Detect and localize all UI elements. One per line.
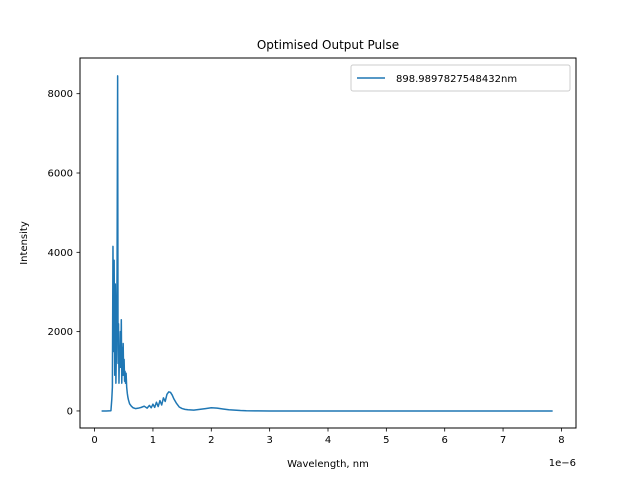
x-tick-label: 7 xyxy=(500,435,506,446)
x-offset-label: 1e−6 xyxy=(549,458,576,469)
y-tick-label: 8000 xyxy=(48,89,73,100)
legend: 898.9897827548432nm xyxy=(350,64,571,92)
x-tick-label: 8 xyxy=(558,435,564,446)
chart-title: Optimised Output Pulse xyxy=(257,38,399,52)
x-tick-label: 2 xyxy=(208,435,214,446)
x-tick-label: 3 xyxy=(266,435,272,446)
y-tick-label: 0 xyxy=(67,406,73,417)
x-tick-label: 4 xyxy=(325,435,331,446)
x-tick-label: 0 xyxy=(91,435,97,446)
y-tick-label: 6000 xyxy=(48,169,73,180)
x-axis: 0 1 2 3 4 5 6 7 8 xyxy=(91,428,565,446)
y-tick-label: 2000 xyxy=(48,327,73,338)
x-tick-label: 5 xyxy=(383,435,389,446)
series-line xyxy=(101,75,553,412)
x-tick-label: 6 xyxy=(442,435,448,446)
x-axis-label: Wavelength, nm xyxy=(287,459,369,470)
y-axis-label: Intensity xyxy=(19,221,30,265)
y-tick-label: 4000 xyxy=(48,248,73,259)
legend-box xyxy=(350,64,571,92)
x-tick-label: 1 xyxy=(150,435,156,446)
y-axis: 0 2000 4000 6000 8000 xyxy=(48,89,80,417)
legend-label: 898.9897827548432nm xyxy=(396,74,517,85)
